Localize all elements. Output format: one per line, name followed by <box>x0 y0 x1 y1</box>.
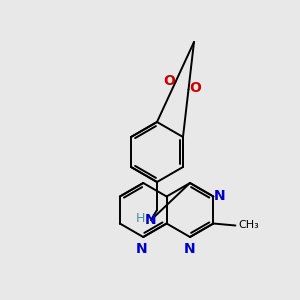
Text: O: O <box>164 74 175 88</box>
Text: H: H <box>135 212 145 224</box>
Text: N: N <box>135 242 147 256</box>
Text: N: N <box>145 213 157 227</box>
Text: N: N <box>214 188 225 203</box>
Text: CH₃: CH₃ <box>238 220 259 230</box>
Text: N: N <box>184 242 196 256</box>
Text: O: O <box>190 82 201 95</box>
